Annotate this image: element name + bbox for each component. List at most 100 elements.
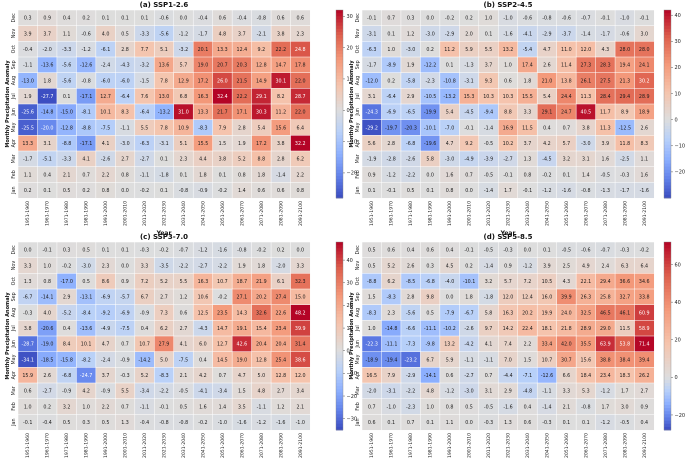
colorbar-segment (336, 285, 343, 290)
y-tick-label: Sep (355, 60, 361, 69)
cell-value: 14.9 (256, 78, 267, 84)
colorbar-segment (664, 132, 671, 136)
cell-value: 0.5 (368, 248, 376, 254)
cell-value: -6.4 (140, 110, 149, 116)
cell-value: -14.8 (41, 110, 53, 116)
y-tick-label: Jun (355, 108, 361, 117)
cell-value: -2.9 (542, 31, 551, 37)
cell-value: 0.6 (368, 420, 376, 426)
cell-value: 0.3 (24, 16, 32, 22)
cell-value: -14.2 (138, 357, 150, 363)
colorbar-segment (664, 60, 671, 64)
y-tick-label: Dec (11, 245, 17, 255)
cell-value: 3.3 (563, 389, 571, 395)
cell-value: 13.2 (444, 342, 455, 348)
cell-value: 20.4 (256, 342, 267, 348)
cell-value: -1.1 (140, 172, 149, 178)
cell-value: -3.0 (81, 263, 90, 269)
cell-value: 22.1 (581, 279, 592, 285)
cell-value: -7.3 (406, 342, 415, 348)
colorbar-segment (336, 22, 343, 27)
y-tick-label: Dec (355, 245, 361, 255)
colorbar-tick-label: −20 (675, 170, 685, 176)
cell-value: 10.9 (178, 125, 189, 131)
cell-value: 3.5 (238, 404, 246, 410)
cell-value: -1.2 (387, 172, 396, 178)
cell-value: -7.5 (120, 326, 129, 332)
cell-value: 0.2 (24, 188, 32, 194)
cell-value: 3.3 (524, 110, 532, 116)
colorbar-segment (664, 169, 671, 174)
cell-value: 38.8 (600, 357, 611, 363)
cell-value: 4.3 (602, 47, 610, 53)
cell-value: 1.2 (277, 404, 285, 410)
cell-value: -5.4 (523, 47, 532, 53)
colorbar-segment (336, 257, 343, 262)
cell-value: -0.1 (464, 125, 473, 131)
colorbar-tick-label: 0 (347, 108, 350, 114)
cell-value: 32.5 (581, 310, 592, 316)
colorbar-segment (664, 25, 671, 30)
cell-value: 0.6 (24, 389, 32, 395)
cell-value: -1.4 (581, 31, 590, 37)
cell-value: 1.4 (582, 172, 590, 178)
cell-value: 29.1 (542, 110, 553, 116)
colorbar-tick-label: 0 (675, 375, 678, 381)
colorbar-segment (336, 420, 343, 425)
cell-value: 15.5 (198, 141, 209, 147)
colorbar-segment (664, 345, 671, 349)
cell-value: 0.3 (63, 248, 71, 254)
cell-value: 23.4 (275, 326, 286, 332)
cell-value: -24.7 (80, 373, 92, 379)
cell-value: 8.3 (640, 141, 648, 147)
cell-value: 12.8 (256, 63, 267, 69)
cell-value: 3.4 (296, 389, 304, 395)
colorbar-segment (336, 138, 343, 142)
cell-value: -0.5 (179, 389, 188, 395)
colorbar-tick-label: 10 (675, 91, 681, 97)
cell-value: -7.1 (523, 373, 532, 379)
y-tick-label: Nov (355, 29, 361, 39)
heatmap-cell (290, 182, 311, 199)
cell-value: 3.0 (621, 404, 629, 410)
cell-value: 23.4 (600, 373, 611, 379)
y-tick-label: Jan (11, 418, 17, 426)
colorbar-segment (336, 389, 343, 393)
cell-value: 2.3 (102, 263, 110, 269)
cell-value: -0.3 (542, 420, 551, 426)
cell-value: -8.8 (81, 125, 90, 131)
cell-value: 22.6 (275, 310, 286, 316)
colorbar-segment (664, 53, 671, 58)
cell-value: -0.2 (198, 420, 207, 426)
cell-value: -13.2 (443, 94, 455, 100)
cell-value: 2.6 (543, 63, 551, 69)
cell-value: 15.4 (256, 326, 267, 332)
cell-value: 5.2 (238, 157, 246, 163)
cell-value: 5.7 (563, 141, 571, 147)
y-tick-label: May (355, 122, 361, 132)
cell-value: 3.1 (485, 389, 493, 395)
colorbar-segment (336, 245, 343, 249)
colorbar-segment (664, 188, 671, 193)
colorbar-segment (336, 97, 343, 102)
y-tick-label: Sep (11, 292, 17, 301)
colorbar-segment (664, 401, 671, 406)
cell-value: 4.2 (199, 373, 207, 379)
cell-value: 12.0 (581, 47, 592, 53)
colorbar-segment (336, 373, 343, 378)
colorbar-segment (664, 125, 671, 130)
colorbar-segment (664, 72, 671, 77)
x-tick-label: 2021-2030 (162, 433, 168, 458)
cell-value: -15.0 (60, 110, 72, 116)
cell-value: 42.6 (237, 342, 248, 348)
cell-value: -1.8 (484, 295, 493, 301)
colorbar-segment (664, 320, 671, 324)
colorbar-segment (664, 135, 671, 139)
cell-value: 1.7 (602, 404, 610, 410)
panel-title: (d) SSP5-8.5 (484, 233, 533, 241)
colorbar-segment (664, 251, 671, 255)
cell-value: -8.3 (198, 125, 207, 131)
cell-value: 12.0 (295, 373, 306, 379)
colorbar-segment (664, 50, 671, 55)
cell-value: 0.1 (446, 63, 454, 69)
